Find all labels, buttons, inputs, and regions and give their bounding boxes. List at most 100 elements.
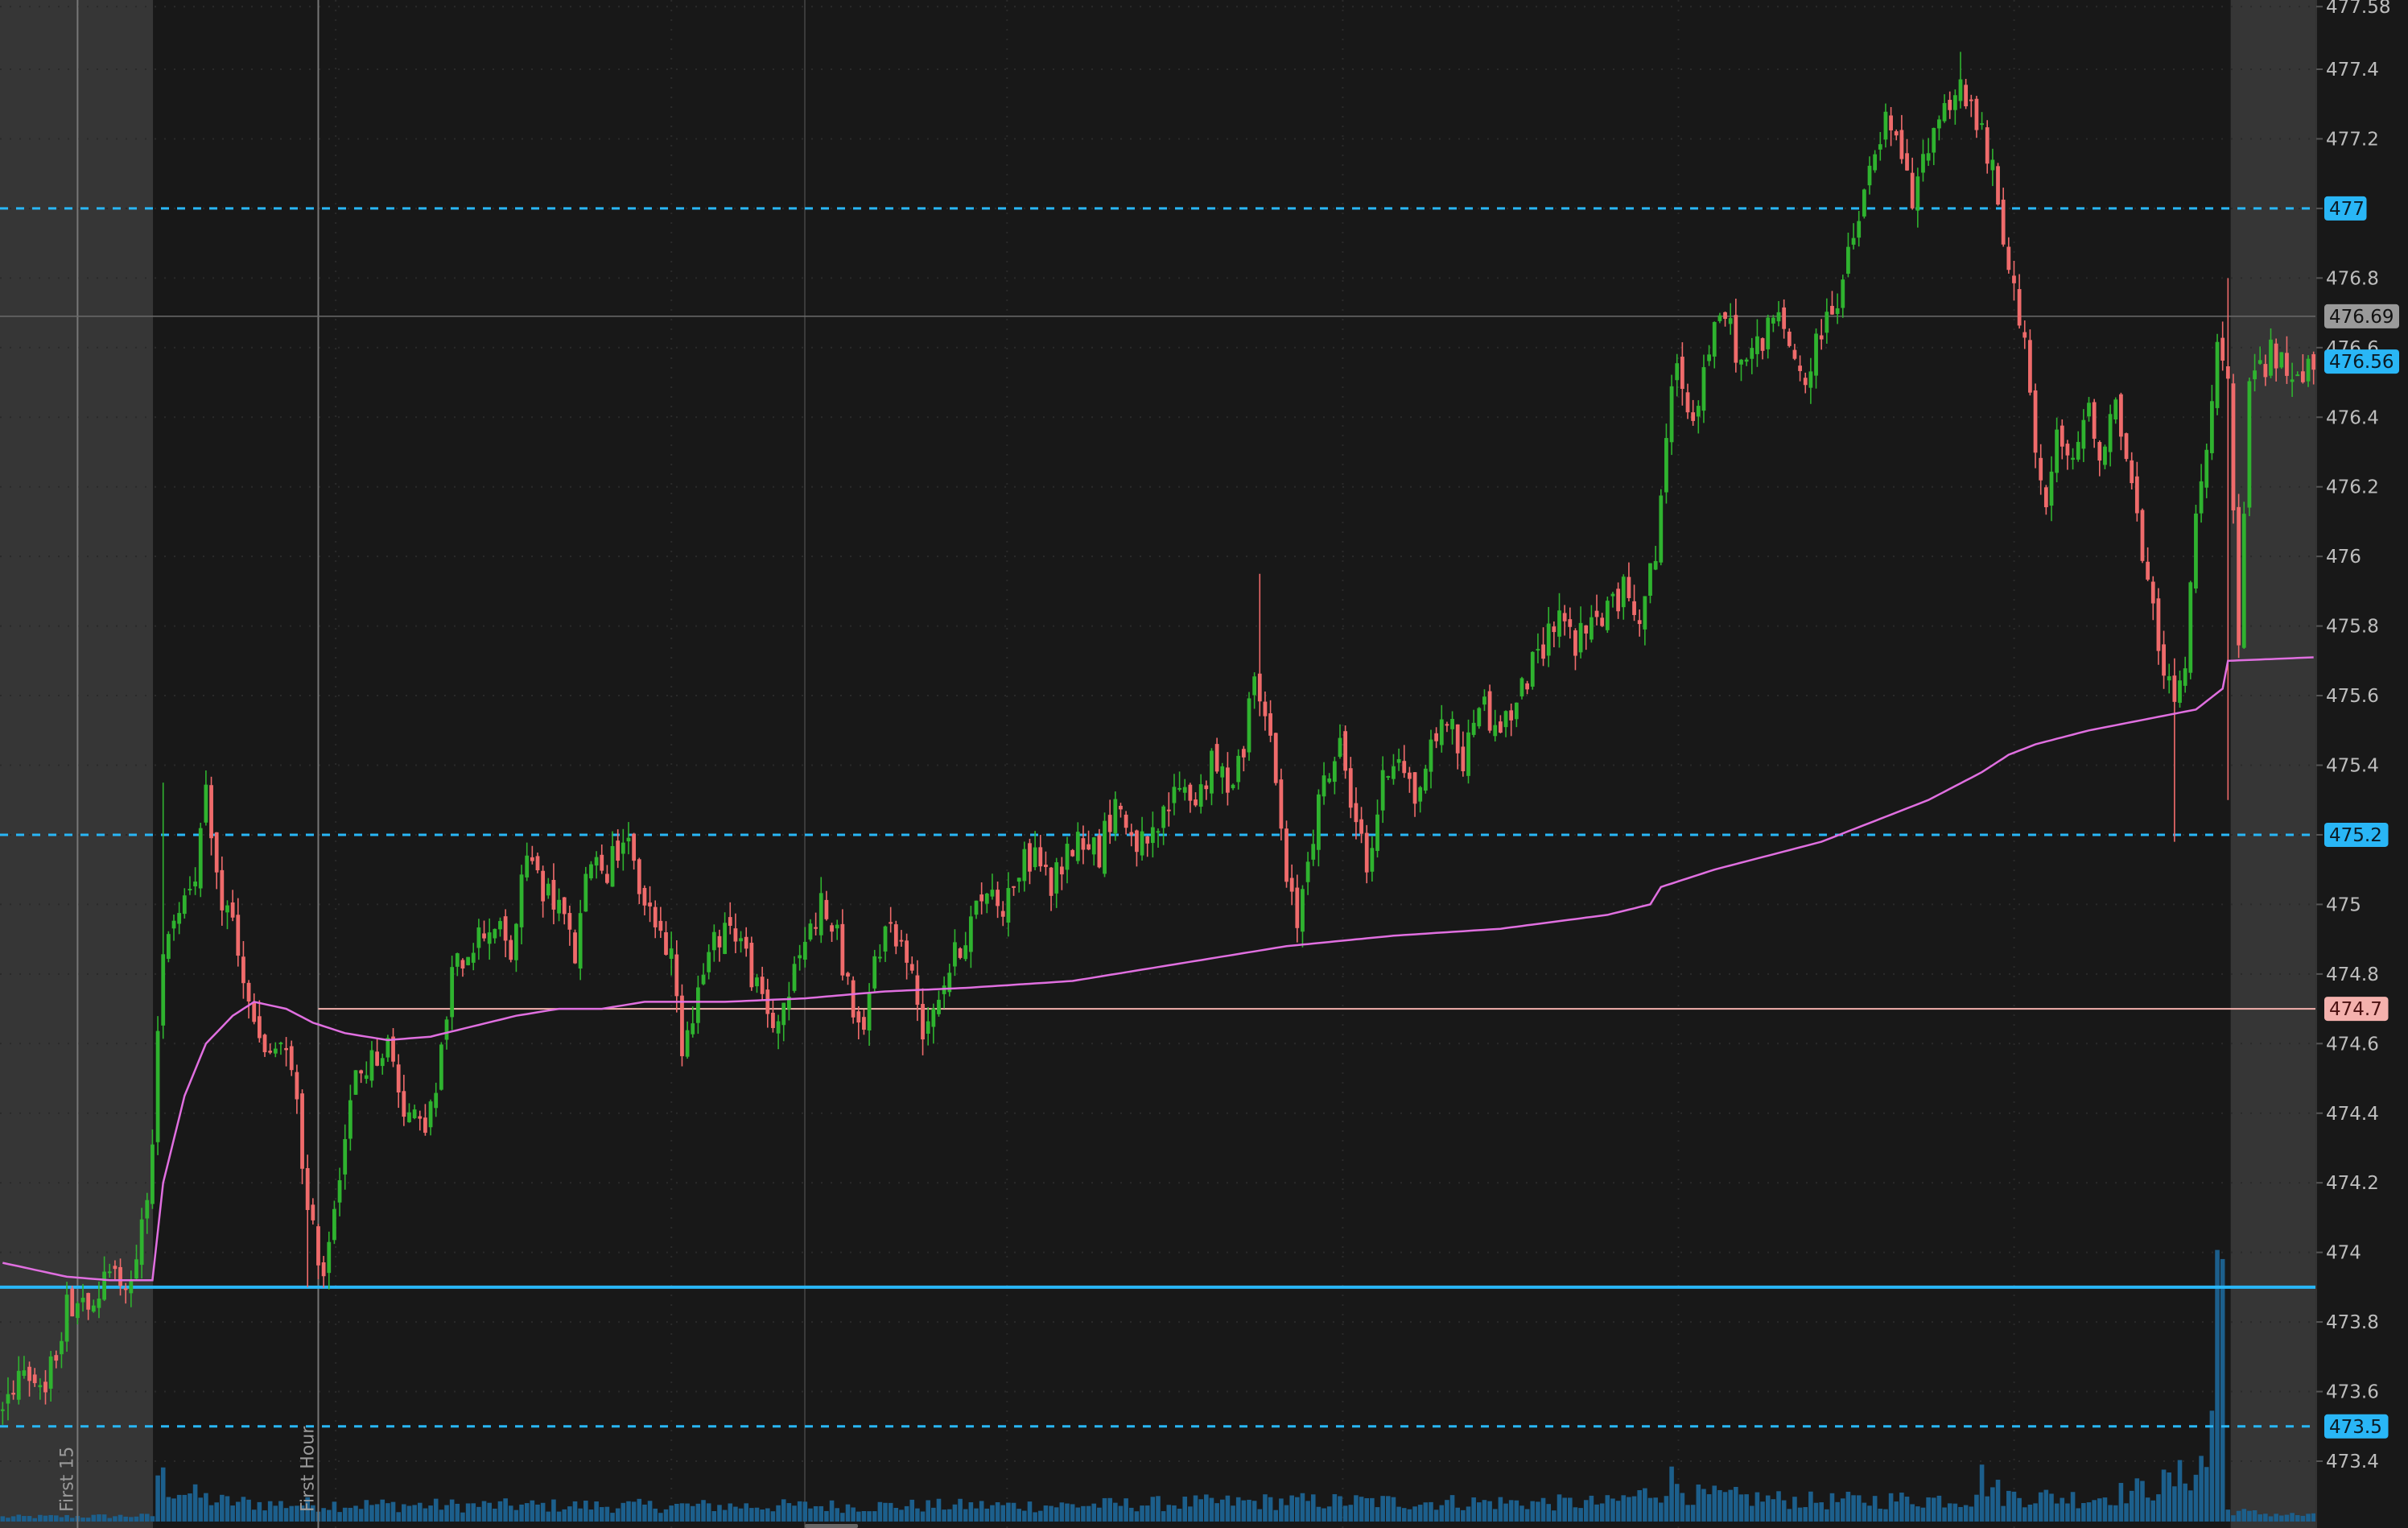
volume-bar [984, 1508, 990, 1522]
candle-body [2012, 275, 2016, 283]
candle-body [818, 893, 823, 935]
volume-bar [1070, 1504, 1075, 1522]
volume-bar [1899, 1493, 1904, 1522]
candle-body [1958, 79, 1963, 101]
candle-body [1236, 755, 1241, 783]
price-tick-label: 473.6 [2326, 1382, 2379, 1403]
volume-bar [311, 1505, 315, 1522]
volume-bar [722, 1509, 728, 1522]
candle-body [1653, 560, 1658, 570]
candle-body [926, 1021, 930, 1034]
candle-body [1038, 847, 1043, 867]
volume-bar [717, 1505, 722, 1522]
volume-bar [1370, 1497, 1375, 1522]
candle-body [519, 874, 524, 927]
candle-body [792, 964, 797, 991]
volume-bar [524, 1503, 530, 1522]
candle-body [808, 923, 813, 940]
volume-bar [1653, 1497, 1658, 1522]
candle-body [1466, 732, 1470, 776]
candle-body [1119, 805, 1123, 810]
candle-body [268, 1051, 273, 1053]
candle-body [332, 1208, 336, 1241]
candle-body [278, 1043, 283, 1045]
volume-bar [2006, 1490, 2011, 1522]
volume-bar [1760, 1501, 1765, 1522]
candles [0, 52, 2316, 1425]
volume-bar [685, 1503, 690, 1522]
candle-body [1723, 312, 1727, 320]
volume-bar [91, 1514, 97, 1522]
candle-body [1065, 844, 1070, 870]
candle-body [1070, 849, 1075, 857]
volume-bar [1380, 1496, 1385, 1522]
candle-body [1755, 336, 1759, 354]
volume-bar [1455, 1507, 1461, 1522]
volume-bar [1734, 1486, 1738, 1522]
candle-body [1830, 305, 1834, 315]
volume-bar [160, 1467, 166, 1522]
price-axis[interactable]: 473.4473.6473.8474474.2474.4474.6474.847… [2315, 0, 2408, 1528]
candle-body [129, 1280, 134, 1294]
volume-bar [979, 1501, 984, 1522]
candle-body [1107, 815, 1112, 832]
price-badge-label: 474.7 [2329, 999, 2382, 1020]
volume-bar [64, 1514, 69, 1522]
volume-bar [1690, 1505, 1696, 1522]
candle-body [364, 1075, 369, 1080]
volume-bar [856, 1511, 861, 1522]
candle-body [444, 1019, 449, 1040]
volume-bar [1102, 1497, 1107, 1522]
volume-bar [1605, 1495, 1610, 1522]
volume-bar [2086, 1502, 2092, 1522]
candle-body [691, 1023, 695, 1034]
candle-body [2231, 383, 2236, 510]
candle-body [535, 856, 540, 870]
extended-hours-shading [0, 0, 2316, 1528]
volume-bar [1701, 1489, 1706, 1522]
candle-body [733, 928, 738, 942]
volume-bar [594, 1501, 599, 1522]
volume-bar [1284, 1505, 1289, 1522]
volume-bar [1519, 1505, 1524, 1522]
volume-bar [1979, 1464, 1985, 1522]
candle-body [1862, 189, 1866, 217]
candle-body [840, 923, 845, 976]
candle-body [1380, 770, 1385, 811]
volume-bar [85, 1518, 91, 1522]
volume-bar [1310, 1494, 1316, 1522]
volume-bar [1664, 1496, 1669, 1522]
candle-body [1161, 806, 1166, 828]
candle-body [198, 828, 203, 889]
volume-bar [2054, 1503, 2060, 1522]
candle-body [48, 1356, 53, 1389]
candle-body [166, 934, 171, 960]
candle-body [1910, 172, 1915, 209]
candle-body [525, 855, 530, 878]
volume-bar [171, 1498, 176, 1522]
volume-bar [728, 1503, 733, 1522]
volume-bar [1326, 1506, 1332, 1522]
candle-body [86, 1293, 91, 1310]
volume-bar [1049, 1505, 1054, 1522]
volume-bar [332, 1501, 337, 1522]
volume-bar [1209, 1497, 1214, 1522]
volume-bar [1546, 1504, 1551, 1522]
volume-bar [465, 1503, 471, 1522]
volume-bar [337, 1512, 342, 1522]
candle-body [867, 992, 872, 1031]
candle-body [1182, 787, 1187, 793]
scroll-handle[interactable] [805, 1524, 858, 1528]
volume-bar [380, 1499, 386, 1522]
candle-body [2006, 246, 2011, 270]
postmarket-shading [2230, 0, 2316, 1528]
candle-body [305, 1167, 310, 1211]
volume-bar [2070, 1492, 2076, 1522]
volume-bar [1797, 1507, 1803, 1522]
volume-bar [792, 1505, 797, 1522]
candle-body [2001, 200, 2006, 245]
candle-body [1214, 744, 1219, 772]
volume-bar [749, 1508, 754, 1522]
volume-bar [1776, 1491, 1781, 1522]
